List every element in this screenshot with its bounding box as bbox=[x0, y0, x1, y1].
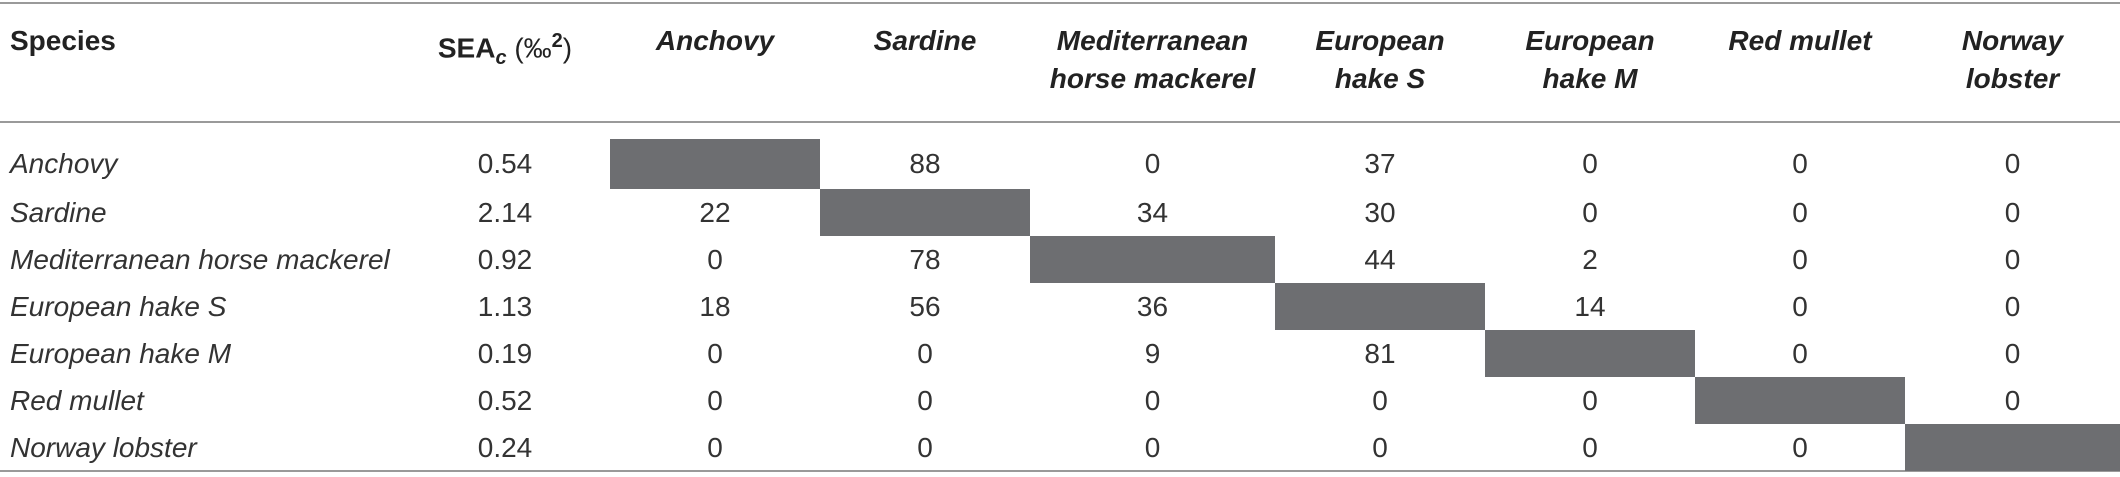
sea-value: 0.52 bbox=[477, 384, 533, 416]
diagonal-cell bbox=[1030, 236, 1275, 283]
overlap-cell: 0 bbox=[1582, 148, 1598, 179]
overlap-cell: 0 bbox=[2004, 290, 2021, 322]
table-row: Red mullet 0.52 0 0 0 0 0 0 bbox=[0, 377, 2120, 424]
diagonal-cell bbox=[610, 139, 820, 189]
overlap-cell: 37 bbox=[1364, 148, 1396, 179]
overlap-cell: 22 bbox=[699, 196, 731, 228]
overlap-cell: 88 bbox=[909, 148, 941, 179]
sea-value: 0.54 bbox=[477, 148, 533, 179]
overlap-cell: 0 bbox=[2004, 148, 2021, 179]
header-row: Species SEAc (‰2) Anchovy Sardine Medite… bbox=[0, 4, 2120, 139]
header-col-norway-lobster: Norway lobster bbox=[1961, 25, 2064, 94]
overlap-cell: 2 bbox=[1582, 243, 1598, 275]
overlap-cell: 14 bbox=[1574, 290, 1606, 322]
diagonal-cell bbox=[1905, 424, 2120, 471]
overlap-cell: 0 bbox=[1144, 384, 1161, 416]
row-name: European hake M bbox=[10, 337, 232, 369]
row-name: Red mullet bbox=[10, 384, 144, 416]
row-name: Anchovy bbox=[10, 148, 118, 179]
table-row: European hake M 0.19 0 0 9 81 0 0 bbox=[0, 330, 2120, 377]
table-row: Sardine 2.14 22 34 30 0 0 0 bbox=[0, 189, 2120, 236]
table-row: Anchovy 0.54 88 0 37 0 0 0 bbox=[0, 139, 2120, 189]
overlap-cell: 0 bbox=[707, 431, 723, 463]
overlap-cell: 0 bbox=[1792, 196, 1808, 228]
header-col-sardine: Sardine bbox=[873, 25, 977, 56]
diagonal-cell bbox=[1485, 330, 1695, 377]
row-name: Norway lobster bbox=[10, 431, 197, 463]
overlap-cell: 0 bbox=[1144, 431, 1161, 463]
header-rule bbox=[0, 121, 2120, 123]
overlap-cell: 0 bbox=[1792, 431, 1808, 463]
overlap-cell: 78 bbox=[909, 243, 941, 275]
overlap-cell: 0 bbox=[707, 243, 723, 275]
overlap-cell: 0 bbox=[1582, 384, 1598, 416]
overlap-cell: 0 bbox=[2004, 243, 2021, 275]
overlap-cell: 0 bbox=[707, 337, 723, 369]
overlap-cell: 34 bbox=[1136, 196, 1169, 228]
overlap-cell: 0 bbox=[2004, 337, 2021, 369]
overlap-cell: 0 bbox=[917, 337, 933, 369]
table-row: European hake S 1.13 18 56 36 14 0 0 bbox=[0, 283, 2120, 330]
sea-value: 0.24 bbox=[477, 431, 533, 463]
header-col-hake-m: European hake M bbox=[1525, 25, 1655, 94]
header-col-hake-s: European hake S bbox=[1315, 25, 1445, 94]
data-table: Species SEAc (‰2) Anchovy Sardine Medite… bbox=[0, 4, 2120, 471]
header-sea: SEAc (‰2) bbox=[437, 30, 573, 69]
overlap-cell: 9 bbox=[1144, 337, 1161, 369]
overlap-cell: 0 bbox=[2004, 196, 2021, 228]
overlap-cell: 0 bbox=[917, 384, 933, 416]
row-name: European hake S bbox=[10, 290, 227, 322]
sea-value: 0.19 bbox=[477, 337, 533, 369]
bottom-rule bbox=[0, 470, 2120, 472]
sea-value: 0.92 bbox=[477, 243, 533, 275]
overlap-cell: 0 bbox=[707, 384, 723, 416]
overlap-cell: 44 bbox=[1364, 243, 1396, 275]
table-body: Anchovy 0.54 88 0 37 0 0 0 Sardine 2.14 … bbox=[0, 139, 2120, 471]
sea-value: 1.13 bbox=[477, 290, 533, 322]
overlap-cell: 18 bbox=[699, 290, 731, 322]
header-species: Species bbox=[10, 25, 116, 56]
diagonal-cell bbox=[1695, 377, 1905, 424]
table-row: Mediterranean horse mackerel 0.92 0 78 4… bbox=[0, 236, 2120, 283]
overlap-cell: 0 bbox=[1582, 196, 1598, 228]
overlap-cell: 30 bbox=[1364, 196, 1396, 228]
overlap-cell: 0 bbox=[1792, 337, 1808, 369]
overlap-cell: 0 bbox=[917, 431, 933, 463]
overlap-cell: 0 bbox=[1582, 431, 1598, 463]
overlap-cell: 0 bbox=[1372, 384, 1388, 416]
header-col-red-mullet: Red mullet bbox=[1728, 25, 1872, 56]
header-col-anchovy: Anchovy bbox=[655, 25, 775, 56]
diagonal-cell bbox=[820, 189, 1030, 236]
header-col-horse-mackerel: Mediterranean horse mackerel bbox=[1049, 25, 1256, 94]
sea-value: 2.14 bbox=[477, 196, 533, 228]
row-name: Sardine bbox=[10, 196, 107, 228]
top-rule bbox=[0, 2, 2120, 4]
diagonal-cell bbox=[1275, 283, 1485, 330]
overlap-cell: 0 bbox=[1144, 148, 1161, 179]
table-row: Norway lobster 0.24 0 0 0 0 0 0 bbox=[0, 424, 2120, 471]
overlap-cell: 0 bbox=[1372, 431, 1388, 463]
overlap-cell: 36 bbox=[1136, 290, 1169, 322]
row-name: Mediterranean horse mackerel bbox=[10, 243, 390, 275]
overlap-cell: 0 bbox=[1792, 290, 1808, 322]
overlap-cell: 56 bbox=[909, 290, 941, 322]
overlap-cell: 0 bbox=[2004, 384, 2021, 416]
overlap-cell: 0 bbox=[1792, 148, 1808, 179]
overlap-cell: 0 bbox=[1792, 243, 1808, 275]
overlap-cell: 81 bbox=[1364, 337, 1396, 369]
